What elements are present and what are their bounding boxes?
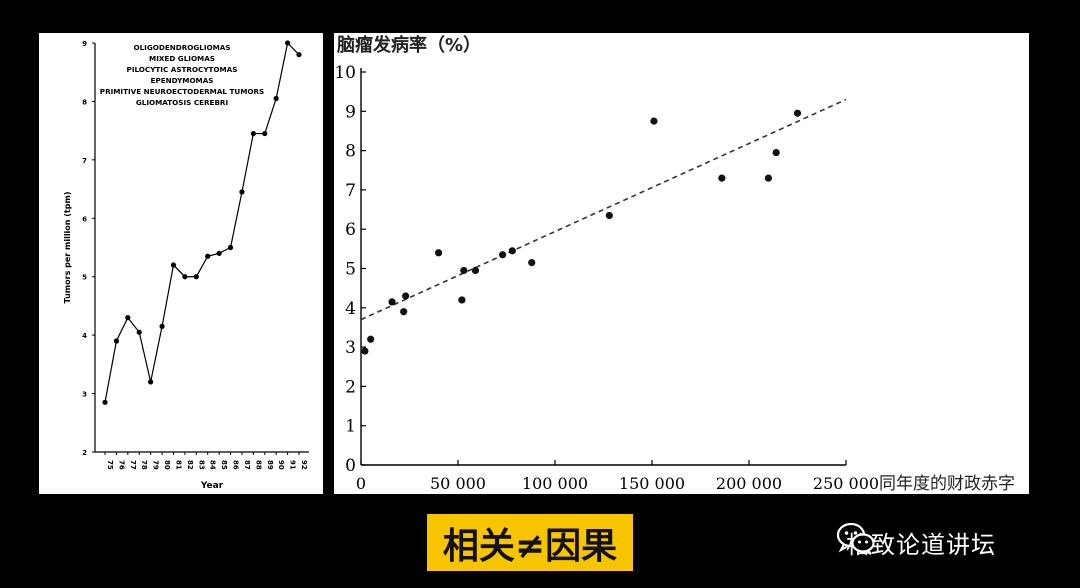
scatter-point	[793, 109, 802, 117]
y-tick-label: 4	[345, 299, 356, 319]
data-point	[102, 399, 108, 405]
scatter-point	[458, 296, 466, 304]
scatter-point	[460, 266, 468, 275]
scatter-point	[764, 174, 772, 182]
y-tick-label: 4	[82, 332, 87, 340]
scatter-point	[772, 148, 780, 157]
y-tick-label: 0	[345, 456, 356, 476]
data-point	[296, 52, 302, 58]
scatter-point	[528, 259, 536, 267]
y-tick-label: 7	[82, 157, 87, 165]
x-tick-label: 0	[356, 474, 366, 493]
x-tick-label: 86	[232, 460, 240, 470]
x-tick-label: 77	[129, 460, 137, 470]
data-point	[250, 130, 256, 137]
data-point	[136, 329, 142, 335]
scatter-point	[718, 174, 726, 182]
x-tick-label: 84	[209, 460, 217, 470]
scatter-point	[499, 251, 507, 259]
chart-title-line: OLIGODENDROGLIOMAS	[133, 43, 230, 52]
data-point	[262, 130, 268, 137]
x-tick-label: 76	[117, 460, 125, 470]
x-tick-label: 100 000	[522, 474, 588, 493]
y-tick-label: 2	[345, 377, 356, 397]
y-tick-label: 5	[82, 274, 87, 282]
x-tick-label: 79	[152, 460, 160, 470]
y-tick-label: 2	[82, 449, 87, 457]
y-tick-label: 8	[345, 142, 356, 162]
data-point	[239, 189, 245, 195]
data-point	[148, 379, 154, 385]
scatter-point	[402, 292, 410, 300]
y-tick-label: 3	[82, 391, 87, 399]
y-tick-label: 6	[345, 220, 356, 240]
data-point	[113, 338, 120, 344]
scatter-point	[471, 266, 480, 275]
scatter-point	[400, 308, 408, 316]
scatter-point	[605, 211, 613, 220]
x-axis-label: Year	[200, 481, 224, 491]
caption-banner: 相关≠因果	[427, 514, 633, 571]
x-tick-label: 88	[254, 460, 262, 470]
x-tick-label: 89	[266, 460, 274, 470]
y-tick-label: 10	[334, 63, 356, 83]
x-tick-label: 83	[197, 460, 205, 470]
x-tick-label: 87	[243, 460, 251, 470]
data-point	[227, 244, 234, 251]
data-point	[205, 253, 211, 259]
x-tick-label: 75	[106, 460, 114, 470]
x-tick-label: 200 000	[716, 474, 782, 493]
chart-title-line: GLIOMATOSIS CEREBRI	[136, 98, 229, 107]
y-tick-label: 9	[345, 102, 356, 122]
y-tick-label: 3	[345, 338, 356, 358]
scatter-point	[367, 335, 375, 343]
brand-watermark: 格致论道讲坛	[836, 522, 996, 562]
data-point	[182, 274, 188, 280]
data-point	[170, 262, 177, 268]
data-point	[193, 274, 199, 280]
y-tick-label: 1	[345, 417, 356, 437]
x-tick-label: 85	[220, 460, 228, 470]
scatter-point	[388, 298, 396, 306]
y-tick-label: 6	[82, 215, 87, 223]
deficit-scatter-chart-panel: 0 1 2 3 4 5 6 7 8 9 10 0 50 000 100 000 150 000 200 000…	[334, 33, 1029, 494]
scatter-point	[650, 117, 658, 125]
x-tick-label: 90	[277, 460, 285, 470]
chart-title-line: EPENDYMOMAS	[151, 76, 214, 85]
x-axis-label: 同年度的财政赤字	[879, 474, 1015, 494]
x-tick-label: 78	[140, 460, 148, 470]
y-axis-label: Tumors per million (tpm)	[63, 192, 72, 304]
x-tick-label: 92	[300, 460, 308, 470]
caption-text: 相关≠因果	[442, 525, 618, 567]
chart-title-line: PILOCYTIC ASTROCYTOMAS	[127, 65, 238, 74]
trend-line	[360, 98, 847, 321]
scatter-point	[435, 249, 443, 257]
y-axis-label: 脑瘤发病率（%）	[337, 34, 481, 56]
x-tick-label: 250 000	[813, 474, 879, 493]
x-tick-label: 81	[174, 460, 182, 470]
scatter-point	[508, 247, 516, 255]
x-tick-label: 91	[289, 460, 297, 470]
x-tick-label: 82	[186, 460, 194, 470]
data-point	[216, 250, 222, 256]
scatter-point	[361, 347, 369, 355]
y-tick-label: 9	[82, 40, 87, 48]
chart-title-line: MIXED GLIOMAS	[149, 54, 215, 63]
x-tick-label: 80	[163, 460, 171, 470]
data-point	[159, 323, 165, 329]
y-tick-label: 7	[345, 181, 356, 201]
x-tick-label: 50 000	[430, 474, 486, 493]
data-point	[273, 95, 279, 102]
tumor-trend-chart-panel: 2 3 4 5 6 7 8 9 75 76 77 78 79 80 81 82 83 84 85 86 87 88 89 90…	[39, 33, 323, 494]
data-point	[284, 40, 291, 46]
x-tick-label: 150 000	[619, 474, 685, 493]
series-line	[104, 41, 300, 403]
data-point	[125, 315, 131, 321]
y-tick-label: 5	[345, 260, 356, 280]
y-tick-label: 8	[82, 98, 87, 106]
chart-title-line: PRIMITIVE NEUROECTODERMAL TUMORS	[100, 87, 264, 96]
